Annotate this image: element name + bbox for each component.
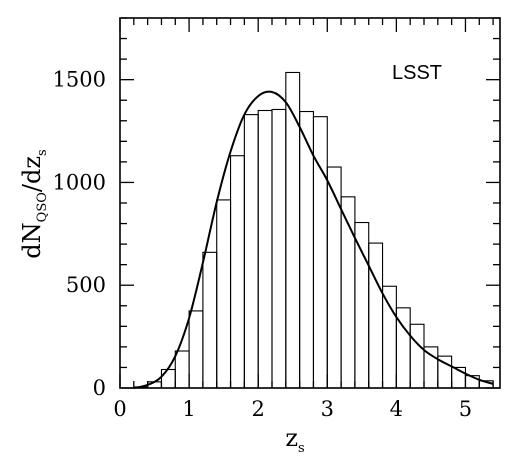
y-tick-label: 1500 xyxy=(53,68,106,92)
y-tick-label: 500 xyxy=(66,273,106,297)
plot-border xyxy=(119,17,501,389)
histogram-bin xyxy=(243,114,259,389)
x-axis-title-sub: s xyxy=(298,441,305,456)
histogram-bin xyxy=(354,221,370,389)
histogram-bin xyxy=(312,116,328,389)
y-axis-title: dNQSO/dzs xyxy=(18,149,50,258)
x-tick-label: 5 xyxy=(459,397,472,421)
y-axis-title-part: /dz xyxy=(18,156,46,192)
curve-line xyxy=(133,90,494,389)
histogram-bin xyxy=(216,199,232,389)
y-axis-title-sub: s xyxy=(35,149,50,156)
smoothed-curve xyxy=(133,90,494,389)
x-axis-title-main: z xyxy=(285,424,298,452)
x-axis-title: zs xyxy=(285,424,304,456)
histogram-bin xyxy=(174,350,190,389)
histogram-bin xyxy=(423,346,439,389)
histogram-bin xyxy=(188,310,204,389)
y-tick-labels: 0 500 1000 1500 xyxy=(53,68,106,400)
histogram-bin xyxy=(229,155,245,389)
histogram-bin xyxy=(326,166,342,389)
axis-ticks xyxy=(119,17,500,389)
histogram-bars xyxy=(133,71,494,389)
survey-label: LSST xyxy=(392,62,442,84)
histogram-bin xyxy=(160,368,176,389)
y-tick-label: 0 xyxy=(93,376,106,400)
histogram-bin xyxy=(381,285,397,389)
x-tick-label: 2 xyxy=(251,397,264,421)
x-tick-labels: 0 1 2 3 4 5 xyxy=(113,397,472,421)
histogram-bin xyxy=(285,71,301,389)
x-tick-label: 0 xyxy=(113,397,126,421)
plot-frame xyxy=(119,17,501,389)
x-tick-label: 3 xyxy=(321,397,334,421)
y-tick-label: 1000 xyxy=(53,170,106,194)
histogram-bin xyxy=(257,109,273,389)
histogram-bin xyxy=(409,323,425,389)
y-axis-title-part: dN xyxy=(18,222,46,258)
histogram-bin xyxy=(202,251,218,389)
histogram-bin xyxy=(368,242,384,389)
y-axis-title-sub: QSO xyxy=(35,192,50,222)
x-tick-label: 1 xyxy=(182,397,195,421)
histogram-bin xyxy=(271,108,287,389)
x-tick-label: 4 xyxy=(390,397,403,421)
